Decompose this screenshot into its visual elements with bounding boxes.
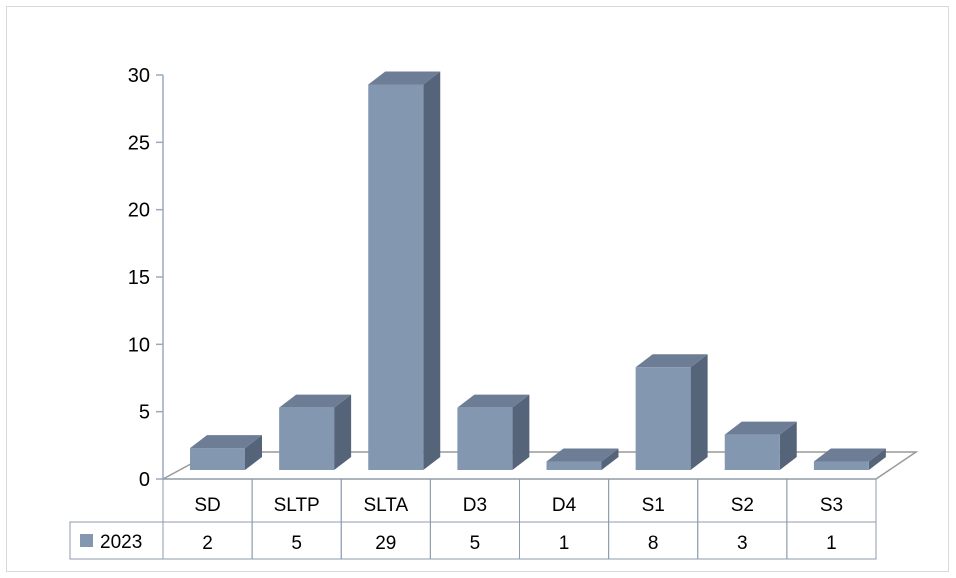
chart-floor	[162, 451, 919, 480]
bars	[190, 71, 886, 470]
bar-front	[279, 407, 335, 470]
bar-side	[334, 394, 352, 470]
x-category-label: SLTA	[363, 495, 408, 516]
bar-top	[368, 71, 441, 85]
y-tick-label: 25	[128, 132, 150, 154]
bar-front	[546, 461, 602, 470]
bar-front	[368, 84, 424, 470]
bar-s2	[724, 421, 797, 470]
bar-side	[423, 71, 441, 470]
bar-front	[635, 367, 691, 470]
data-value-label: 29	[375, 533, 396, 554]
floor-plane	[162, 451, 919, 480]
bar-slta	[368, 71, 441, 470]
x-category-label: D3	[463, 495, 487, 516]
bar-s1	[635, 354, 708, 470]
bar-top	[457, 394, 530, 408]
x-category-label: SLTP	[274, 495, 320, 516]
data-value-label: 1	[559, 533, 570, 554]
y-axis: 0 5 10 15 20 25 30	[128, 65, 164, 491]
x-category-label: S3	[820, 495, 843, 516]
y-tick-label: 5	[139, 402, 150, 424]
data-value-label: 3	[737, 533, 748, 554]
data-table: SD SLTP SLTA D3 D4 S1 S2 S3 2023 2 5 29 5 1 8 3 1	[69, 478, 877, 560]
series-name: 2023	[100, 532, 142, 553]
x-category-label: S1	[642, 495, 665, 516]
bar-front	[813, 461, 869, 470]
bar-top	[279, 394, 352, 408]
data-value-label: 1	[826, 533, 837, 554]
bar-sd	[190, 435, 262, 470]
bar-side	[779, 421, 797, 470]
y-tick-label: 10	[128, 334, 150, 356]
bar-top	[813, 448, 886, 462]
bar-d3	[457, 394, 530, 470]
bar-top	[724, 421, 797, 435]
bar-side	[868, 448, 886, 470]
bar-side	[512, 394, 530, 470]
bar-d4	[546, 448, 619, 470]
x-category-label: SD	[194, 495, 220, 516]
y-tick-label: 30	[128, 65, 150, 87]
data-value-label: 2	[202, 533, 213, 554]
bar-front	[724, 434, 780, 470]
x-category-label: D4	[552, 495, 577, 516]
y-tick-label: 0	[139, 469, 150, 491]
bar-front	[457, 407, 513, 470]
bar-top	[190, 435, 262, 449]
bar-front	[190, 448, 245, 470]
bar-side	[245, 435, 262, 470]
bar-side	[690, 354, 708, 470]
bar-s3	[813, 448, 886, 470]
bar-top	[546, 448, 619, 462]
y-tick-label: 15	[128, 267, 150, 289]
data-value-label: 5	[470, 533, 481, 554]
bar-sltp	[279, 394, 352, 470]
bar-top	[635, 354, 708, 368]
table-value-cell	[786, 521, 877, 560]
legend-key	[80, 534, 93, 547]
data-value-label: 8	[648, 533, 659, 554]
y-tick-label: 20	[128, 200, 150, 222]
x-category-label: S2	[731, 495, 754, 516]
data-value-label: 5	[291, 533, 302, 554]
bar-side	[601, 448, 619, 470]
